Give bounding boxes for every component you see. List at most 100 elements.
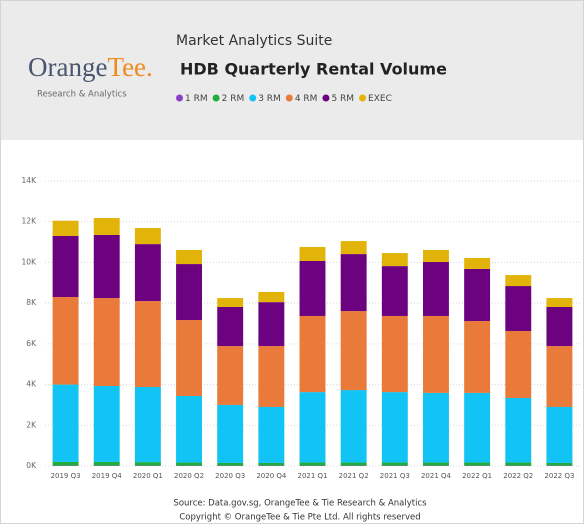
bar-segment <box>505 286 532 332</box>
y-tick-label: 8K <box>26 298 37 307</box>
bar-segment <box>52 297 79 385</box>
legend-swatch <box>249 94 257 102</box>
bar-segment <box>422 462 449 466</box>
x-tick-label: 2021 Q1 <box>297 472 327 480</box>
bar-segment <box>505 275 532 287</box>
bar-segment <box>422 262 449 316</box>
bar-segment <box>422 392 449 463</box>
bar-segment <box>546 298 573 308</box>
legend-label: 1 RM <box>185 94 208 104</box>
bar-segment <box>546 406 573 463</box>
bar-segment <box>258 302 285 347</box>
legend-label: 2 RM <box>222 94 245 104</box>
y-tick-label: 0K <box>26 461 37 470</box>
bar-segment <box>93 298 120 386</box>
bar-segment <box>381 315 408 393</box>
bar-segment <box>217 298 244 308</box>
bar-segment <box>93 385 120 462</box>
legend-label: EXEC <box>368 94 392 104</box>
bar-segment <box>217 307 244 347</box>
y-tick-label: 12K <box>22 217 38 226</box>
x-tick-label: 2019 Q4 <box>92 472 123 480</box>
bar-segment <box>93 461 120 466</box>
bar-segment <box>505 331 532 399</box>
x-tick-label: 2021 Q2 <box>339 472 369 480</box>
x-tick-label: 2020 Q4 <box>256 472 287 480</box>
bar-segment <box>464 257 491 269</box>
legend-label: 4 RM <box>295 94 318 104</box>
bar-segment <box>381 392 408 463</box>
bar-segment <box>340 241 367 255</box>
bar-segment <box>176 395 203 463</box>
y-tick-label: 6K <box>26 339 37 348</box>
y-tick-label: 2K <box>26 420 37 429</box>
bar-segment <box>422 315 449 393</box>
bar-segment <box>134 244 161 302</box>
bar-segment <box>381 253 408 267</box>
bar-segment <box>217 404 244 463</box>
legend-swatch <box>212 94 220 102</box>
x-tick-label: 2020 Q1 <box>133 472 163 480</box>
y-tick-label: 4K <box>26 380 37 389</box>
legend-swatch <box>322 94 330 102</box>
bar-segment <box>464 392 491 463</box>
x-tick-label: 2022 Q1 <box>462 472 492 480</box>
chart-subtitle: Market Analytics Suite <box>176 33 332 49</box>
bar-segment <box>52 461 79 466</box>
bar-segment <box>422 250 449 263</box>
bar-segment <box>176 264 203 321</box>
legend-label: 5 RM <box>331 94 354 104</box>
x-tick-label: 2020 Q2 <box>174 472 204 480</box>
bar-segment <box>176 320 203 396</box>
bar-segment <box>464 321 491 393</box>
bar-segment <box>299 462 326 466</box>
bar-segment <box>340 390 367 463</box>
x-tick-label: 2022 Q2 <box>503 472 533 480</box>
bar-segment <box>258 346 285 407</box>
bar-segment <box>546 462 573 466</box>
logo-part: Orange <box>28 52 107 82</box>
bar-segment <box>217 346 244 405</box>
bar-segment <box>505 398 532 463</box>
bar-segment <box>464 462 491 466</box>
bar-segment <box>381 462 408 466</box>
legend-label: 3 RM <box>258 94 281 104</box>
bar-segment <box>134 387 161 463</box>
logo: OrangeTee. <box>28 52 153 82</box>
bar-segment <box>134 228 161 245</box>
bar-segment <box>176 250 203 265</box>
bar-segment <box>299 261 326 316</box>
bar-segment <box>464 268 491 322</box>
bar-segment <box>134 462 161 466</box>
bar-segment <box>134 301 161 388</box>
x-tick-label: 2022 Q3 <box>544 472 574 480</box>
bar-segment <box>546 346 573 407</box>
chart-title: HDB Quarterly Rental Volume <box>180 60 447 79</box>
bar-segment <box>299 246 326 262</box>
bar-segment <box>258 406 285 463</box>
y-tick-label: 10K <box>22 257 38 266</box>
bar-segment <box>258 462 285 466</box>
bar-segment <box>299 392 326 463</box>
bar-segment <box>52 235 79 298</box>
source-note: Source: Data.gov.sg, OrangeTee & Tie Res… <box>173 499 427 509</box>
legend-swatch <box>176 94 183 102</box>
logo-tagline: Research & Analytics <box>37 90 127 100</box>
bar-segment <box>299 315 326 393</box>
x-tick-label: 2019 Q3 <box>51 472 81 480</box>
header-band <box>1 1 583 140</box>
y-tick-label: 14K <box>22 176 38 185</box>
bar-segment <box>505 462 532 466</box>
bar-segment <box>52 220 79 236</box>
bar-segment <box>340 462 367 466</box>
x-tick-label: 2021 Q3 <box>380 472 410 480</box>
legend: 1 RM 2 RM 3 RM 4 RM 5 RM EXEC <box>176 94 392 104</box>
bar-segment <box>93 218 120 235</box>
copyright-note: Copyright © OrangeTee & Tie Pte Ltd. All… <box>179 513 420 523</box>
bar-segment <box>340 254 367 312</box>
bar-segment <box>217 462 244 466</box>
legend-swatch <box>359 94 367 102</box>
x-tick-label: 2021 Q4 <box>421 472 452 480</box>
bar-segment <box>381 266 408 316</box>
